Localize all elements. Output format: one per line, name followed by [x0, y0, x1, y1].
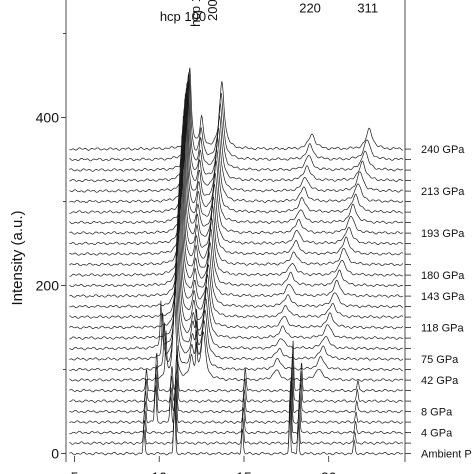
diffraction-curve — [69, 229, 404, 340]
peak-label: 311 — [357, 1, 378, 16]
diffraction-curve — [69, 375, 404, 424]
diffraction-curve — [69, 155, 404, 288]
diffraction-curve — [69, 184, 404, 309]
pressure-label: 75 GPa — [421, 354, 459, 366]
pressure-labels: 240 GPa 213 GPa 193 GPa 180 GPa 143 GPa 118 G… — [421, 144, 472, 461]
diffraction-curve — [69, 88, 404, 204]
diffraction-curve — [69, 83, 404, 193]
pressure-label: 240 GPa — [421, 144, 465, 156]
diffraction-curve — [69, 80, 404, 183]
x-tick-label: 5 — [71, 469, 79, 474]
right-axis-ticks — [405, 148, 411, 455]
x-tick-label: 10 — [151, 469, 167, 474]
diffraction-curve — [69, 71, 404, 162]
diffraction-curve — [69, 171, 404, 298]
x-tick-label: 20 — [321, 469, 337, 474]
peak-label: 220 — [299, 1, 321, 16]
diffraction-curve — [69, 364, 404, 414]
pressure-label: 143 GPa — [421, 291, 465, 303]
diffraction-curve — [69, 282, 403, 372]
diffraction-curve — [69, 115, 404, 246]
diffraction-curve — [69, 264, 404, 361]
y-tick-label: 400 — [36, 110, 60, 126]
y-tick-label: 200 — [36, 278, 60, 294]
x-tick-label: 15 — [236, 469, 252, 474]
diffraction-curve — [69, 133, 404, 267]
diffraction-curve — [69, 124, 404, 256]
diffraction-curve — [69, 340, 404, 393]
diffraction-curve — [69, 353, 404, 403]
pressure-label: 180 GPa — [421, 270, 465, 282]
diffraction-curve — [69, 145, 404, 277]
pressure-label: 213 GPa — [421, 186, 465, 198]
pressure-label: 42 GPa — [421, 375, 459, 387]
pressure-label: 8 GPa — [421, 407, 453, 419]
peak-label: hcp 10 — [188, 0, 203, 27]
diffraction-curve — [69, 67, 403, 151]
diffraction-curve — [69, 401, 404, 456]
diffraction-curve — [69, 248, 404, 351]
pressure-label: Ambient P — [421, 449, 472, 461]
diffraction-curve — [69, 380, 404, 435]
diffraction-curve — [69, 107, 404, 235]
diffraction-curve — [69, 198, 404, 319]
diffraction-curve — [69, 73, 404, 172]
x-axis-ticks: 5 10 15 20 — [71, 456, 337, 474]
y-tick-label: 0 — [51, 446, 59, 462]
peak-label: 200 — [205, 0, 220, 21]
pressure-label: 118 GPa — [421, 323, 464, 335]
pressure-label: 4 GPa — [421, 428, 453, 440]
y-axis-ticks: 0 200 400 — [36, 33, 66, 462]
diffraction-curve — [69, 93, 404, 214]
peak-label: hcp 100 — [160, 9, 206, 24]
diffraction-curve — [69, 214, 404, 330]
diffraction-curve — [69, 390, 404, 445]
y-axis-label: Intensity (a.u.) — [9, 210, 26, 305]
diffraction-curves — [69, 67, 404, 456]
diffraction-curve — [69, 298, 404, 382]
pressure-label: 193 GPa — [421, 228, 465, 240]
diffraction-curve — [69, 98, 404, 225]
